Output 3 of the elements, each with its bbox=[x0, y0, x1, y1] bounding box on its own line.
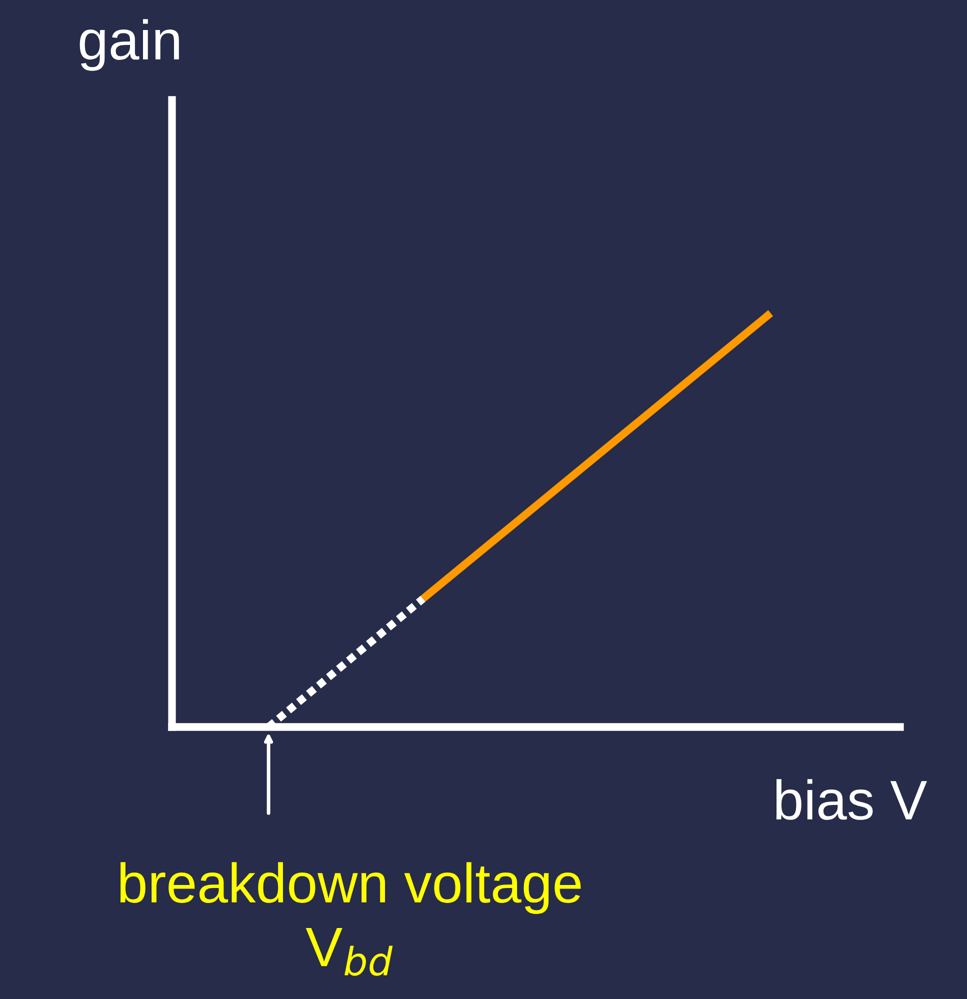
x-axis-title: bias V bbox=[776, 779, 927, 820]
y-axis-title: gain bbox=[80, 19, 179, 71]
text: breakdown voltage V$_{bd}$ bbox=[120, 862, 581, 976]
